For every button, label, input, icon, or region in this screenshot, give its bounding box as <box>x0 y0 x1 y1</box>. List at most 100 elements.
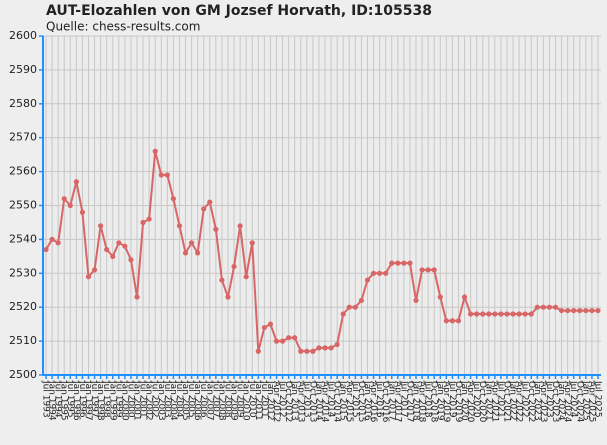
point <box>219 277 225 283</box>
x-tick-label: Jul 2014 <box>326 380 336 418</box>
point <box>595 307 601 314</box>
point <box>176 223 183 229</box>
x-tick-label: Jan 1997 <box>83 380 93 421</box>
x-tick-label: Apr 2021 <box>489 381 499 422</box>
x-tick-label: Jul 2016 <box>374 380 384 418</box>
point <box>467 311 474 317</box>
point <box>358 297 365 304</box>
x-tick-label: Apr 2023 <box>538 381 548 422</box>
point <box>383 270 389 276</box>
x-tick-label: Jan 2002 <box>144 380 154 421</box>
x-tick-label: Jul 2003 <box>162 380 172 418</box>
point <box>255 348 261 354</box>
point <box>140 219 146 226</box>
point <box>146 216 152 222</box>
point <box>273 338 280 344</box>
x-tick-label: Jan 2020 <box>459 380 469 421</box>
y-tick-label: 2510 <box>9 334 37 347</box>
point <box>498 311 504 317</box>
point <box>528 311 534 317</box>
point <box>79 209 86 215</box>
point <box>370 270 377 276</box>
y-tick-label: 2600 <box>9 29 37 42</box>
x-tick-label: Oct 2023 <box>550 381 560 422</box>
x-tick-label: Jan 2000 <box>119 380 129 421</box>
x-tick-label: Jul 1996 <box>77 380 87 418</box>
point <box>237 223 243 229</box>
point <box>85 274 92 280</box>
point <box>577 307 583 314</box>
point <box>522 311 528 317</box>
x-tick-label: Apr 2014 <box>320 381 330 423</box>
x-tick-label: Oct 2014 <box>332 381 342 423</box>
x-tick-label: Apr 2022 <box>514 381 524 422</box>
x-tick-label: Jan 2004 <box>168 380 178 421</box>
x-tick-label: Jul 2015 <box>350 380 360 418</box>
x-tick-label: Apr 2012 <box>271 381 281 422</box>
x-tick-label: Jul 2021 <box>495 380 505 418</box>
point <box>213 226 219 232</box>
point <box>516 311 522 317</box>
x-tick-label: Oct 2019 <box>453 381 463 423</box>
point <box>425 267 431 273</box>
x-tick-label: Jul 2004 <box>174 380 184 418</box>
point <box>552 304 559 310</box>
point <box>431 267 437 273</box>
point <box>182 250 189 256</box>
point <box>249 240 255 246</box>
x-tick-label: Jan 2015 <box>338 380 348 421</box>
x-tick-label: Jul 2005 <box>186 380 196 418</box>
x-tick-label: Oct 2018 <box>429 381 439 423</box>
point <box>461 294 468 300</box>
x-tick-label: Jan 2010 <box>241 380 251 421</box>
x-tick-label: Jan 1996 <box>71 380 81 421</box>
x-tick-label: Jul 1993 <box>41 380 51 418</box>
y-tick-label: 2520 <box>9 300 37 313</box>
point <box>73 179 79 185</box>
point <box>292 335 298 341</box>
x-tick-label: Jan 1994 <box>47 380 57 421</box>
point <box>540 304 546 310</box>
x-tick-label: Jan 2016 <box>362 380 372 421</box>
chart-title: AUT-Elozahlen von GM Jozsef Horvath, ID:… <box>46 3 432 19</box>
x-tick-label: Oct 2013 <box>307 381 317 422</box>
point <box>377 270 383 276</box>
point <box>170 196 177 202</box>
point <box>589 307 595 314</box>
point <box>164 172 170 178</box>
x-tick-label: Jul 2013 <box>301 380 311 418</box>
x-tick-label: Jul 2012 <box>277 380 287 418</box>
point <box>565 307 571 314</box>
x-tick-label: Jul 1998 <box>101 380 111 418</box>
x-tick-label: Jan 2021 <box>483 380 493 421</box>
x-tick-label: Jul 2025 <box>592 380 602 418</box>
x-tick-label: Jan 2008 <box>216 380 226 421</box>
x-tick-label: Jul 1997 <box>89 380 99 418</box>
x-tick-label: Oct 2024 <box>574 381 584 423</box>
point <box>340 311 346 317</box>
point <box>455 318 462 324</box>
x-tick-label: Jul 2018 <box>423 380 433 418</box>
x-tick-label: Oct 2021 <box>501 381 511 422</box>
point <box>322 345 328 351</box>
point <box>104 246 110 253</box>
point <box>364 277 371 283</box>
point <box>583 307 589 314</box>
point <box>352 304 358 310</box>
x-tick-label: Oct 2016 <box>380 381 390 423</box>
x-tick-label: Oct 2020 <box>477 381 487 423</box>
point <box>419 267 425 273</box>
point <box>310 348 316 354</box>
x-tick-label: Jan 2011 <box>253 380 263 421</box>
point <box>286 335 292 341</box>
point <box>43 246 49 253</box>
point <box>534 304 540 310</box>
point <box>389 260 395 266</box>
chart-subtitle: Quelle: chess-results.com <box>46 20 200 34</box>
x-tick-label: Apr 2017 <box>392 381 402 422</box>
point <box>346 304 352 310</box>
x-tick-label: Jul 2019 <box>447 380 457 418</box>
x-tick-label: Apr 2025 <box>586 381 596 422</box>
point <box>207 199 213 205</box>
